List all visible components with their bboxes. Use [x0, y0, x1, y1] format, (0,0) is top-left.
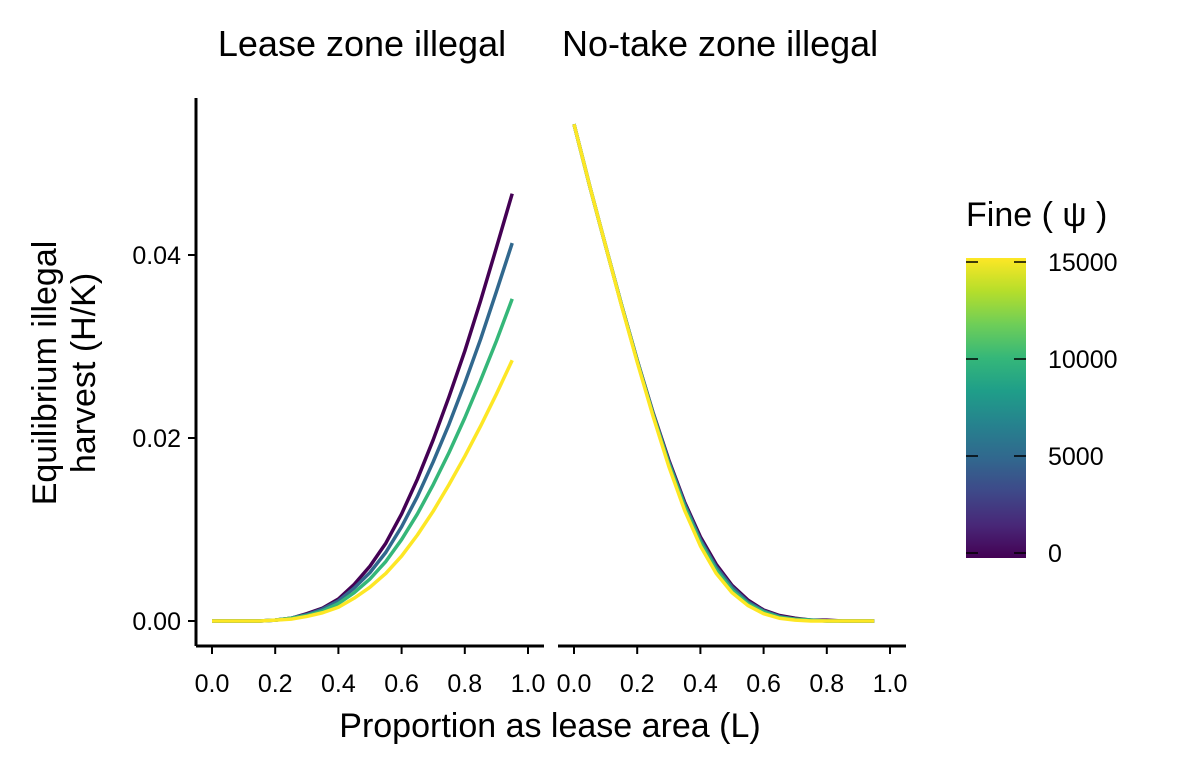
x-tick-label: 0.8 [447, 670, 482, 698]
colorbar-label: 15000 [1048, 249, 1118, 277]
x-tick-label: 0.6 [384, 670, 419, 698]
y-tick-label: 0.00 [132, 608, 181, 636]
facet-lease-series [212, 193, 514, 623]
series-line-fine-15000 [572, 123, 875, 623]
y-axis-title-line-1: Equilibrium illegal [26, 241, 64, 506]
facet-title-lease: Lease zone illegal [218, 23, 506, 64]
facet-title-no-take: No-take zone illegal [562, 23, 878, 64]
x-tick-label: 0.8 [809, 670, 844, 698]
x-tick-label: 1.0 [873, 670, 908, 698]
series-line-fine-5000 [572, 123, 875, 623]
series-line-fine-5000 [212, 242, 514, 623]
x-tick-label: 0.4 [683, 670, 718, 698]
x-tick-label: 1.0 [511, 670, 546, 698]
legend-title: Fine ( ψ ) [966, 196, 1107, 234]
facet-no-take-series [572, 123, 875, 623]
y-axis-title-line-2: harvest (H/K) [65, 273, 103, 473]
x-axis-title: Proportion as lease area (L) [339, 707, 760, 745]
y-axis-title: Equilibrium illegal harvest (H/K) [26, 241, 103, 506]
x-tick-label: 0.6 [746, 670, 781, 698]
x-tick-label: 0.0 [195, 670, 230, 698]
colorbar-label: 0 [1048, 540, 1062, 568]
series-line-fine-0 [212, 193, 514, 623]
colorbar-label: 5000 [1048, 443, 1104, 471]
x-tick-label: 0.0 [557, 670, 592, 698]
series-line-fine-0 [572, 123, 875, 623]
x-tick-label: 0.4 [321, 670, 356, 698]
colorbar-ticks: 0 5000 10000 15000 [966, 249, 1118, 568]
series-line-fine-15000 [212, 359, 514, 623]
x-tick-label: 0.2 [258, 670, 293, 698]
colorbar-label: 10000 [1048, 346, 1118, 374]
legend: Fine ( ψ ) 0 5000 10000 15000 [966, 196, 1118, 568]
colorbar [966, 258, 1026, 558]
axes: 0.00 0.02 0.04 0.0 0.2 0.4 0.6 0.8 1.0 0.0 0.2 0.4 0… [132, 98, 907, 698]
y-tick-label: 0.02 [132, 425, 181, 453]
series-line-fine-10000 [572, 123, 875, 623]
y-tick-label: 0.04 [132, 242, 181, 270]
x-tick-label: 0.2 [620, 670, 655, 698]
